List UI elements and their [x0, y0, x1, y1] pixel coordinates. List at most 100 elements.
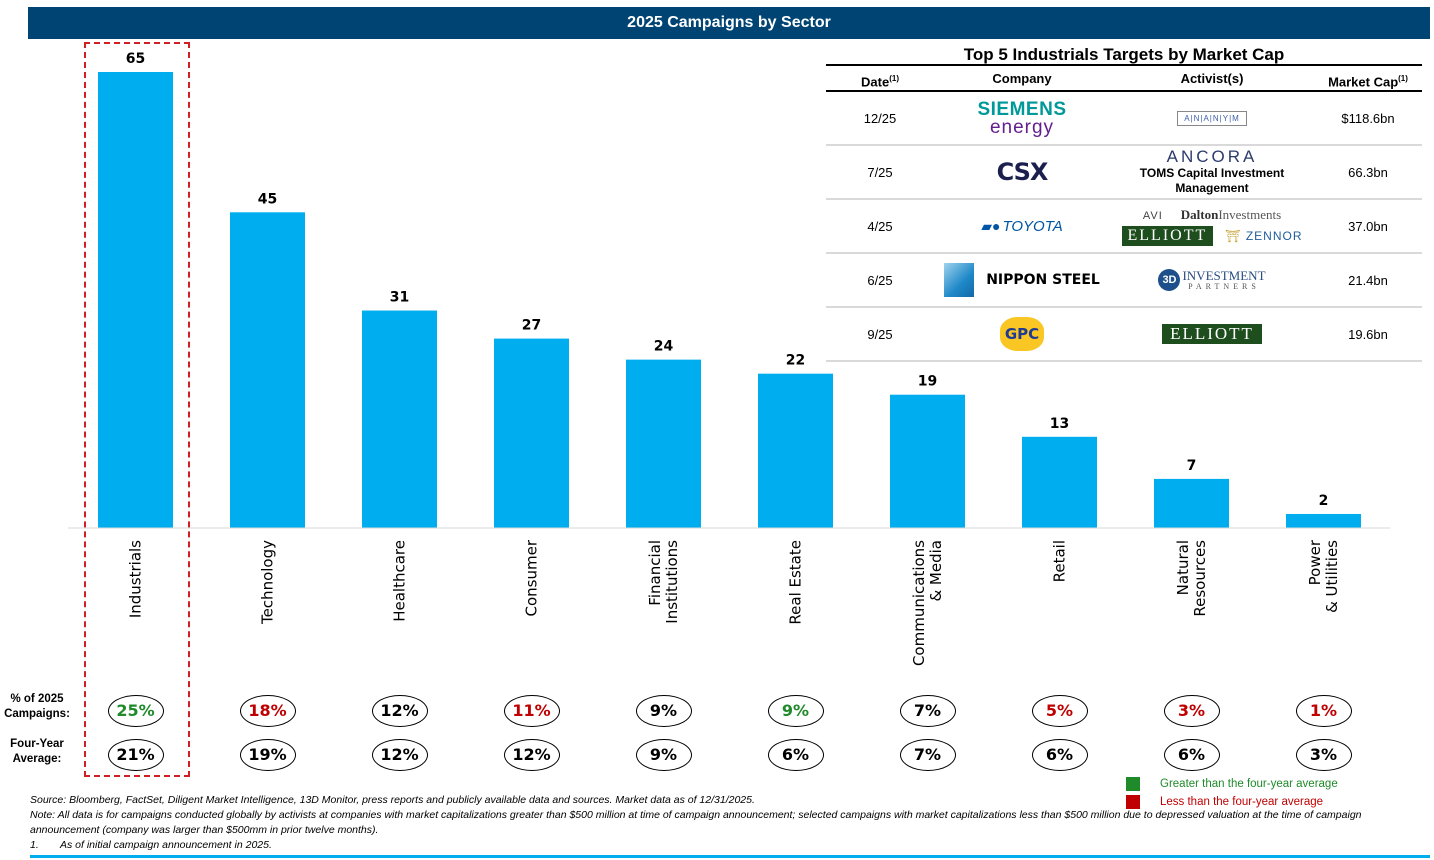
table-row: 7/25 CSX ANCORA TOMS Capital Investment …: [826, 146, 1422, 200]
table-row: 6/25 NIPPON STEEL 3D INVESTMENT PARTNERS…: [826, 254, 1422, 308]
nippon-steel-logo: NIPPON STEEL: [934, 254, 1110, 306]
bar-communications-media: [890, 394, 965, 528]
header-market-cap: Market Cap(1): [1328, 74, 1408, 90]
bar-power-utilities: [1286, 513, 1361, 528]
legend-swatch-green: [1126, 777, 1140, 791]
pct-2025-oval: 11%: [503, 695, 560, 727]
category-label: Consumer: [523, 539, 541, 616]
row-activists: A|N|A|N|Y|M: [1110, 92, 1314, 144]
pct-2025-oval: 25%: [107, 695, 164, 727]
row-market-cap: 37.0bn: [1348, 218, 1388, 234]
data-label: 13: [1050, 416, 1069, 432]
row-market-cap: 21.4bn: [1348, 272, 1388, 288]
category-label: Healthcare: [391, 540, 409, 622]
four-year-avg-oval: 6%: [767, 739, 824, 771]
siemens-energy-logo: SIEMENS energy: [977, 98, 1067, 138]
bar-financial-institutions: [626, 359, 701, 528]
four-year-avg-oval: 12%: [371, 739, 428, 771]
pct-2025-oval: 18%: [239, 695, 296, 727]
category-label: Technology: [259, 540, 277, 625]
table-row: 12/25 SIEMENS energy A|N|A|N|Y|M $118.6b…: [826, 92, 1422, 146]
four-year-avg-oval: 9%: [635, 739, 692, 771]
bar-healthcare: [362, 310, 437, 528]
row-activists: AVI DaltonInvestments ELLIOTT ⛩ ZENNOR: [1110, 200, 1314, 252]
pct-2025-oval: 5%: [1031, 695, 1088, 727]
row-date: 7/25: [867, 164, 893, 180]
category-label: Communications& Media: [910, 540, 945, 666]
row-market-cap: 66.3bn: [1348, 164, 1388, 180]
bar-natural-resources: [1154, 478, 1229, 528]
category-label: Industrials: [127, 540, 145, 618]
table-row: 4/25 ▰● TOYOTA AVI DaltonInvestments ELL…: [826, 200, 1422, 254]
ananym-logo: A|N|A|N|Y|M: [1177, 110, 1247, 126]
toms-capital-logo: TOMS Capital Investment Management: [1139, 166, 1285, 195]
category-label: Real Estate: [787, 540, 805, 625]
bar-consumer: [494, 338, 569, 528]
legend-item-greater: Greater than the four-year average: [1126, 777, 1338, 791]
pct-2025-label-line1: % of 2025: [10, 693, 64, 705]
pct-2025-label-line2: Campaigns:: [4, 708, 70, 720]
pct-2025-row-label: % of 2025 Campaigns:: [2, 692, 72, 722]
four-year-avg-oval: 21%: [107, 739, 164, 771]
toyota-mark-icon: ▰●: [981, 217, 1001, 234]
zennor-logo: ⛩ ZENNOR: [1225, 228, 1303, 243]
footnotes: Source: Bloomberg, FactSet, Diligent Mar…: [30, 793, 1420, 853]
top5-industrials-table: Top 5 Industrials Targets by Market Cap …: [826, 44, 1422, 362]
data-label: 22: [786, 353, 805, 369]
zennor-icon: ⛩: [1225, 228, 1242, 243]
top5-table-title: Top 5 Industrials Targets by Market Cap: [826, 44, 1422, 66]
legend-item-less: Less than the four-year average: [1126, 795, 1323, 809]
category-label: Power& Utilities: [1306, 539, 1341, 613]
row-date: 4/25: [867, 218, 893, 234]
row-date: 6/25: [867, 272, 893, 288]
bar-technology: [230, 212, 305, 529]
category-label: NaturalResources: [1174, 540, 1209, 617]
four-year-avg-label-line2: Average:: [12, 753, 62, 765]
bottom-rule: [30, 855, 1430, 858]
four-year-avg-oval: 3%: [1295, 739, 1352, 771]
four-year-avg-oval: 6%: [1163, 739, 1220, 771]
data-label: 7: [1187, 458, 1197, 474]
ancora-logo: ANCORA: [1166, 147, 1258, 166]
legend-swatch-red: [1126, 795, 1140, 809]
pct-2025-oval: 9%: [635, 695, 692, 727]
header-date: Date(1): [861, 74, 899, 90]
pct-2025-oval: 9%: [767, 695, 824, 727]
row-date: 12/25: [863, 110, 897, 126]
pct-2025-oval: 3%: [1163, 695, 1220, 727]
table-row: 9/25 GPC ELLIOTT 19.6bn: [826, 308, 1422, 362]
data-label: 19: [918, 374, 937, 390]
gpc-logo: GPC: [934, 308, 1110, 360]
dalton-investments-logo: DaltonInvestments: [1180, 206, 1282, 222]
row-date: 9/25: [867, 326, 893, 342]
bar-industrials: [98, 72, 173, 528]
data-label: 31: [390, 290, 409, 306]
four-year-avg-label-line1: Four-Year: [10, 738, 64, 750]
chart-title: 2025 Campaigns by Sector: [28, 7, 1430, 39]
bar-retail: [1022, 436, 1097, 528]
data-label: 24: [654, 339, 674, 355]
four-year-avg-oval: 19%: [239, 739, 296, 771]
nippon-steel-icon: [944, 263, 975, 297]
pct-2025-oval: 7%: [899, 695, 956, 727]
pct-2025-oval: 12%: [371, 695, 428, 727]
csx-logo: CSX: [996, 158, 1049, 186]
row-activists: ANCORA TOMS Capital Investment Managemen…: [1110, 146, 1314, 198]
four-year-avg-oval: 6%: [1031, 739, 1088, 771]
elliott-logo: ELLIOTT: [1121, 225, 1214, 246]
row-activists: ELLIOTT: [1110, 308, 1314, 360]
row-market-cap: $118.6bn: [1341, 110, 1395, 126]
footnote-1: 1. As of initial campaign announcement in…: [30, 839, 272, 851]
data-label: 45: [258, 191, 277, 207]
elliott-logo: ELLIOTT: [1162, 324, 1262, 344]
four-year-avg-row-label: Four-Year Average:: [2, 737, 72, 767]
data-label: 65: [126, 51, 145, 67]
industrials-highlight-box: [84, 42, 190, 777]
header-company: Company: [992, 71, 1052, 86]
data-label: 27: [522, 318, 541, 334]
four-year-avg-oval: 12%: [503, 739, 560, 771]
3d-investment-partners-logo: 3D INVESTMENT PARTNERS: [1110, 254, 1314, 306]
avi-logo: AVI: [1142, 209, 1163, 222]
header-activists: Activist(s): [1180, 71, 1244, 86]
